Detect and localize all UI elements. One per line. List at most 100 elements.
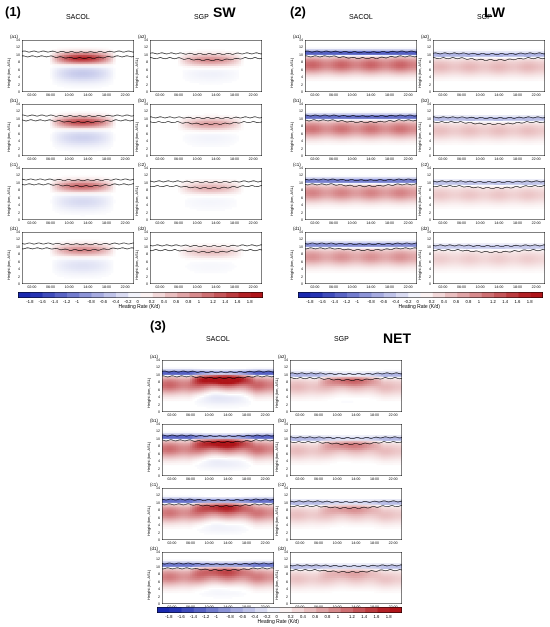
heatmap-cell — [192, 201, 195, 204]
heatmap-cell — [326, 77, 329, 80]
heatmap-cell — [217, 82, 221, 85]
heatmap-cell — [89, 111, 93, 114]
heatmap-cell — [57, 267, 60, 270]
heatmap-cell — [68, 135, 72, 138]
heatmap-cell — [192, 137, 195, 140]
heatmap-cell — [379, 66, 383, 69]
heatmap-cell — [80, 47, 83, 50]
heatmap-cell — [194, 79, 197, 82]
y-tick-label: 2 — [18, 210, 20, 215]
heatmap-cell — [351, 54, 355, 58]
heatmap-cell — [231, 62, 235, 65]
heatmap-cell — [330, 60, 334, 63]
heatmap-cell — [206, 182, 209, 186]
heatmap-cell — [349, 64, 352, 67]
heatmap-cell — [80, 259, 83, 263]
heatmap-cell — [92, 58, 95, 61]
heatmap-cell — [59, 181, 62, 184]
heatmap-cell — [407, 51, 411, 54]
heatmap-cell — [68, 208, 72, 212]
heatmap-cell — [203, 128, 207, 131]
heatmap-cell — [61, 143, 65, 146]
heatmap-cell — [101, 75, 104, 78]
heatmap-cell — [82, 67, 86, 71]
heatmap-cell — [89, 120, 93, 123]
heatmap-cell — [213, 56, 216, 59]
heatmap-cell — [66, 113, 69, 116]
heatmap-cell — [103, 58, 107, 61]
heatmap-cell — [210, 254, 214, 257]
x-tick-label: 14:00 — [211, 285, 221, 289]
heatmap-cell — [71, 272, 74, 276]
heatmap-cell — [87, 82, 90, 85]
heatmap-cell — [92, 192, 95, 195]
heatmap-cell — [64, 241, 67, 244]
heatmap-cell — [217, 201, 221, 204]
heatmap-cell — [224, 271, 228, 274]
heatmap-cell — [196, 267, 200, 270]
heatmap-cell — [440, 71, 443, 74]
heatmap-cell — [236, 73, 239, 76]
heatmap-cell — [305, 66, 308, 69]
heatmap-cell — [80, 113, 83, 116]
heatmap-cell — [370, 53, 373, 56]
heatmap-cell — [206, 263, 209, 266]
heatmap-cell — [80, 130, 83, 133]
heatmap-cell — [99, 137, 102, 140]
heatmap-cell — [206, 82, 209, 85]
heatmap-cell — [349, 58, 352, 61]
heatmap-cell — [103, 64, 107, 67]
heatmap-cell — [73, 80, 76, 84]
heatmap-cell — [92, 208, 95, 212]
heatmap-cell — [187, 79, 190, 82]
heatmap-cell — [361, 75, 364, 78]
y-tick-label: 8 — [18, 252, 20, 257]
heatmap-cell — [227, 143, 230, 146]
heatmap-cell — [110, 197, 114, 200]
heatmap-cell — [101, 64, 104, 67]
heatmap-cell — [71, 271, 74, 274]
heatmap-cell — [231, 184, 235, 187]
heatmap-cell — [389, 79, 392, 82]
heatmap-cell — [319, 71, 322, 74]
heatmap-cell — [61, 80, 65, 84]
heatmap-cell — [227, 246, 230, 250]
heatmap-cell — [59, 246, 62, 250]
heatmap-cell — [108, 199, 111, 202]
heatmap-cell — [64, 190, 67, 193]
heatmap-cell — [208, 64, 211, 67]
heatmap-cell — [312, 66, 315, 69]
heatmap-cell — [403, 66, 406, 69]
heatmap-cell — [87, 261, 90, 264]
heatmap-cell — [110, 248, 114, 251]
heatmap-cell — [59, 203, 62, 206]
heatmap-cell — [368, 67, 371, 71]
heatmap-cell — [103, 199, 107, 202]
heatmap-cell — [99, 82, 102, 85]
heatmap-cell — [89, 124, 93, 127]
heatmap-cell — [99, 143, 102, 146]
heatmap-cell — [442, 71, 445, 74]
heatmap-cell — [234, 130, 237, 133]
heatmap-cell — [185, 205, 188, 208]
heatmap-cell — [71, 143, 74, 146]
heatmap-cell — [59, 60, 62, 63]
heatmap-cell — [410, 66, 413, 69]
heatmap-cell — [78, 267, 81, 270]
heatmap-cell — [180, 124, 183, 127]
heatmap-cell — [227, 79, 230, 82]
panel-label: (c1) — [10, 162, 18, 167]
heatmap-cell — [189, 143, 193, 146]
heatmap-cell — [307, 75, 310, 78]
heatmap-cell — [234, 201, 237, 204]
heatmap-cell — [85, 245, 88, 248]
heatmap-cell — [447, 73, 450, 76]
heatmap-cell — [312, 53, 315, 56]
heatmap-cell — [229, 179, 232, 182]
heatmap-cell — [71, 195, 74, 199]
heatmap-cell — [384, 60, 387, 63]
heatmap-cell — [215, 256, 218, 259]
heatmap-cell — [208, 256, 211, 259]
heatmap-cell — [92, 203, 95, 206]
heatmap-cell — [210, 133, 214, 136]
